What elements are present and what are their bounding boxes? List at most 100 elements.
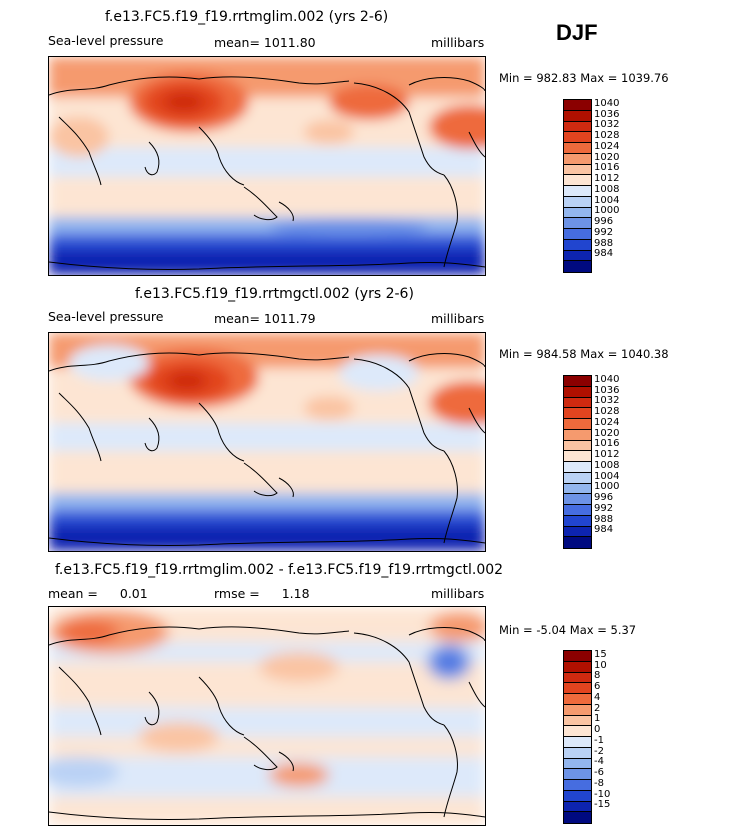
panel2-map-svg (49, 333, 485, 551)
colorbar-swatch (564, 672, 591, 684)
panel3-minmax: Min = -5.04 Max = 5.37 (499, 623, 636, 637)
panel1-max-label: Max = (580, 71, 618, 85)
colorbar-level-label: 1016 (594, 162, 620, 174)
panel2-variable-label: Sea-level pressure (48, 309, 164, 324)
colorbar-swatch (564, 100, 591, 111)
panel1-minmax: Min = 982.83 Max = 1039.76 (499, 71, 669, 85)
panel3-map-svg (49, 607, 485, 825)
colorbar-level-label: 1040 (594, 373, 620, 385)
panel3-colorbar-labels: 15 10 8 6 4 2 1 0 -1 -2 -4 -6 -8 -10 -15 (594, 648, 634, 822)
panel1-colorbar (563, 99, 592, 273)
panel2-max-label: Max = (580, 347, 618, 361)
colorbar-level-label: 1000 (594, 205, 620, 217)
colorbar-level-label: 4 (594, 691, 601, 703)
coastlines (49, 626, 485, 821)
panel2-min-value: 984.58 (536, 347, 577, 361)
panel3-max-value: 5.37 (610, 623, 637, 637)
colorbar-swatch (564, 704, 591, 716)
panel3-title: f.e13.FC5.f19_f19.rrtmglim.002 - f.e13.F… (55, 562, 504, 578)
colorbar-swatch (564, 196, 591, 208)
panel3-units: millibars (431, 586, 485, 601)
colorbar-level-label: -8 (594, 777, 604, 789)
colorbar-level-label: 1004 (594, 470, 620, 482)
panel1-variable-label: Sea-level pressure (48, 33, 164, 48)
colorbar-swatch (564, 419, 591, 430)
colorbar-swatch (564, 780, 591, 791)
colorbar-swatch (564, 812, 591, 823)
colorbar-swatch (564, 494, 591, 505)
colorbar-swatch (564, 758, 591, 770)
colorbar-level-label: 1008 (594, 459, 620, 471)
colorbar-swatch (564, 683, 591, 694)
colorbar-level-label: 1036 (594, 384, 620, 396)
season-label: DJF (556, 20, 598, 45)
colorbar-swatch (564, 726, 591, 737)
colorbar-level-label: -2 (594, 745, 604, 757)
panel2-units: millibars (431, 311, 485, 326)
panel3-colorbar (563, 650, 592, 824)
colorbar-swatch (564, 462, 591, 473)
colorbar-level-label: 984 (594, 248, 614, 260)
colorbar-swatch (564, 715, 591, 727)
colorbar-swatch (564, 229, 591, 240)
colorbar-level-label: 1024 (594, 416, 620, 428)
panel1-units: millibars (431, 35, 485, 50)
coastlines (49, 352, 485, 547)
coastlines (49, 76, 485, 271)
colorbar-level-label: -1 (594, 734, 604, 746)
panel3-rmse: rmse = 1.18 (214, 586, 310, 601)
colorbar-level-label: 15 (594, 648, 607, 660)
colorbar-level-label: -6 (594, 767, 604, 778)
colorbar-level-label: 0 (594, 724, 601, 735)
panel1-title: f.e13.FC5.f19_f19.rrtmglim.002 (yrs 2-6) (105, 9, 389, 25)
panel2-max-value: 1040.38 (621, 347, 669, 361)
colorbar-swatch (564, 143, 591, 154)
panel2-colorbar (563, 375, 592, 549)
colorbar-swatch (564, 790, 591, 802)
colorbar-level-label: 992 (594, 226, 614, 238)
colorbar-swatch (564, 207, 591, 219)
panel3-min-value: -5.04 (536, 623, 567, 637)
colorbar-level-label: 10 (594, 659, 607, 671)
colorbar-swatch (564, 110, 591, 122)
colorbar-swatch (564, 694, 591, 705)
colorbar-level-label: 984 (594, 524, 614, 536)
panel1-colorbar-labels: 1040 1036 1032 1028 1024 1020 1016 1012 1008 1004… (594, 97, 634, 271)
colorbar-swatch (564, 537, 591, 548)
colorbar-level-label: 988 (594, 513, 614, 525)
colorbar-level-label: -15 (594, 799, 611, 811)
colorbar-level-label: 988 (594, 237, 614, 249)
panel1-mean: mean= 1011.80 (214, 35, 316, 50)
colorbar-level-label: 2 (594, 702, 601, 714)
colorbar-level-label: 8 (594, 670, 601, 682)
panel3-rmse-label: rmse = (214, 586, 260, 601)
colorbar-level-label: 1040 (594, 97, 620, 109)
colorbar-level-label: -10 (594, 788, 611, 800)
colorbar-swatch (564, 261, 591, 272)
colorbar-swatch (564, 376, 591, 387)
panel3-mean: mean = 0.01 (48, 586, 148, 601)
colorbar-level-label: 1036 (594, 108, 620, 120)
colorbar-swatch (564, 250, 591, 262)
panel2-mean-label: mean= (214, 311, 260, 326)
colorbar-level-label: 1012 (594, 173, 620, 184)
colorbar-level-label: 1016 (594, 438, 620, 450)
colorbar-level-label: 1032 (594, 119, 620, 131)
panel3-rmse-value: 1.18 (281, 586, 310, 601)
colorbar-level-label: 1008 (594, 183, 620, 195)
panel2-minmax: Min = 984.58 Max = 1040.38 (499, 347, 669, 361)
panel2-map (48, 332, 486, 552)
colorbar-swatch (564, 505, 591, 516)
colorbar-swatch (564, 440, 591, 452)
colorbar-swatch (564, 175, 591, 186)
colorbar-level-label: 1028 (594, 130, 620, 141)
colorbar-swatch (564, 472, 591, 484)
colorbar-swatch (564, 737, 591, 748)
colorbar-level-label: 1032 (594, 395, 620, 407)
panel1-map-svg (49, 57, 485, 275)
panel3-min-label: Min = (499, 623, 533, 637)
panel1-min-value: 982.83 (536, 71, 577, 85)
colorbar-swatch (564, 164, 591, 176)
panel2-colorbar-labels: 1040 1036 1032 1028 1024 1020 1016 1012 1008 1004… (594, 373, 634, 547)
panel1-mean-value: 1011.80 (263, 35, 316, 50)
